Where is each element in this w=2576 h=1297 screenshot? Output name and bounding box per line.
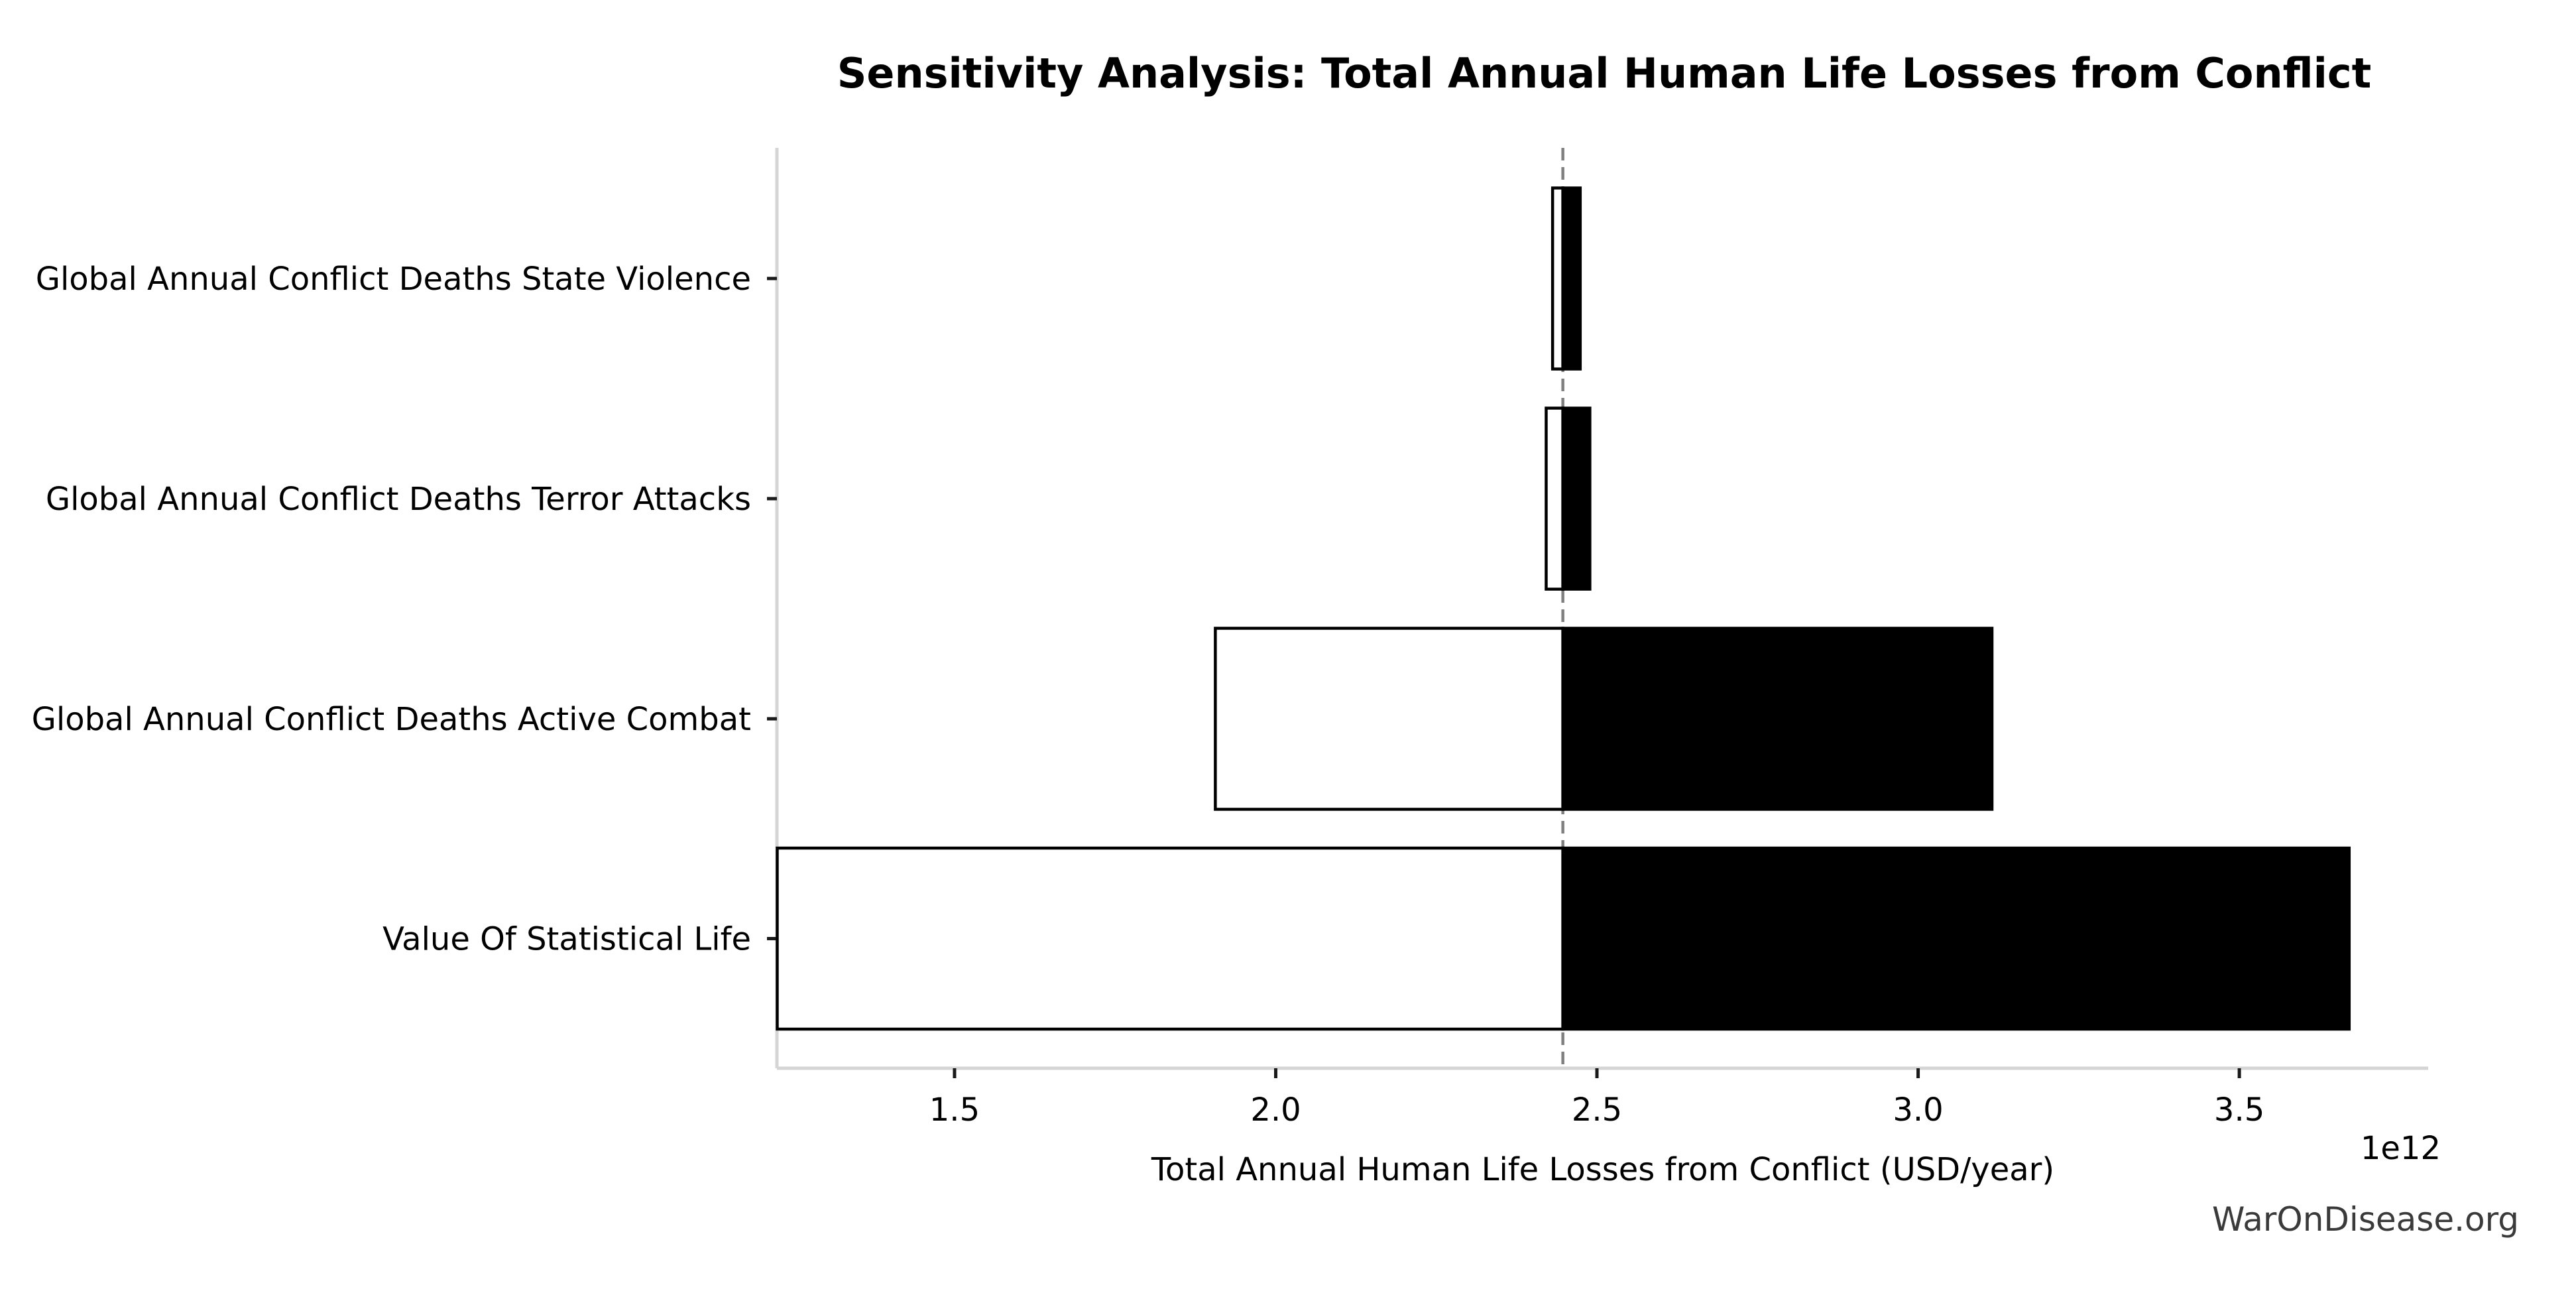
watermark: WarOnDisease.org bbox=[2212, 1200, 2519, 1239]
bar-high-segment bbox=[1561, 406, 1592, 591]
bar-high-segment bbox=[1561, 186, 1582, 371]
bar-low-segment bbox=[776, 846, 1564, 1031]
y-tick-label: Global Annual Conflict Deaths Terror Att… bbox=[46, 481, 751, 518]
x-axis-offset-label: 1e12 bbox=[2361, 1130, 2441, 1167]
x-axis-label: Total Annual Human Life Losses from Conf… bbox=[1151, 1151, 2054, 1188]
y-tick-label: Value Of Statistical Life bbox=[382, 921, 751, 958]
bar-high-segment bbox=[1561, 846, 2351, 1031]
x-tick-label: 3.5 bbox=[2214, 1091, 2264, 1129]
x-tick-label: 1.5 bbox=[929, 1091, 980, 1129]
bar-low-segment bbox=[1551, 186, 1564, 371]
bar-high-segment bbox=[1561, 627, 1994, 811]
bar-low-segment bbox=[1545, 406, 1564, 591]
chart-title: Sensitivity Analysis: Total Annual Human… bbox=[837, 49, 2371, 97]
x-tick-label: 3.0 bbox=[1893, 1091, 1943, 1129]
y-tick-label: Global Annual Conflict Deaths Active Com… bbox=[32, 701, 751, 738]
x-tick-label: 2.0 bbox=[1250, 1091, 1301, 1129]
y-tick-label: Global Annual Conflict Deaths State Viol… bbox=[36, 261, 751, 298]
bar-low-segment bbox=[1214, 627, 1564, 811]
plot-area: 1.5 2.0 2.5 3.0 3.5 Global Annual Conflict De… bbox=[32, 148, 2428, 1129]
x-tick-label: 2.5 bbox=[1572, 1091, 1622, 1129]
